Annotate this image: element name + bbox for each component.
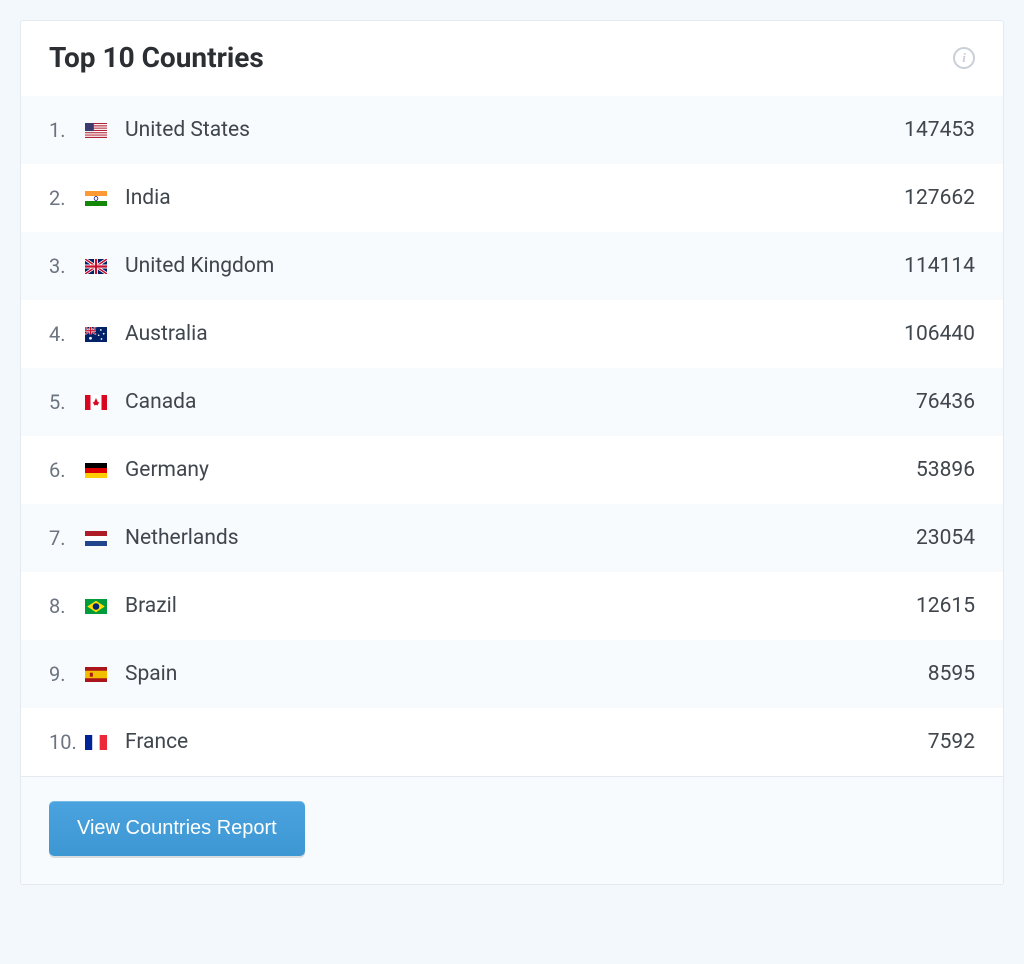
country-value: 127662 (904, 186, 975, 210)
country-value: 147453 (904, 118, 975, 142)
country-value: 7592 (928, 730, 975, 754)
rank-label: 5. (49, 390, 85, 414)
country-row[interactable]: 10. France7592 (21, 708, 1003, 776)
country-row[interactable]: 8. Brazil12615 (21, 572, 1003, 640)
rank-label: 1. (49, 118, 85, 142)
country-row[interactable]: 5. Canada76436 (21, 368, 1003, 436)
country-name: Brazil (125, 594, 916, 618)
rank-label: 9. (49, 662, 85, 686)
country-row[interactable]: 1. United States147453 (21, 96, 1003, 164)
rank-label: 7. (49, 526, 85, 550)
country-name: Netherlands (125, 526, 916, 550)
country-name: Canada (125, 390, 916, 414)
country-value: 12615 (916, 594, 975, 618)
country-value: 76436 (916, 390, 975, 414)
info-icon[interactable]: i (953, 47, 975, 69)
country-row[interactable]: 4. Australia106440 (21, 300, 1003, 368)
card-title: Top 10 Countries (49, 41, 264, 74)
country-name: Germany (125, 458, 916, 482)
rank-label: 3. (49, 254, 85, 278)
country-value: 53896 (916, 458, 975, 482)
country-name: United Kingdom (125, 254, 904, 278)
rank-label: 6. (49, 458, 85, 482)
country-value: 106440 (904, 322, 975, 346)
country-row[interactable]: 2. India127662 (21, 164, 1003, 232)
gb-flag-icon (85, 259, 107, 274)
ca-flag-icon (85, 395, 107, 410)
nl-flag-icon (85, 531, 107, 546)
country-name: United States (125, 118, 904, 142)
country-row[interactable]: 9. Spain8595 (21, 640, 1003, 708)
rank-label: 4. (49, 322, 85, 346)
country-name: France (125, 730, 928, 754)
country-name: Spain (125, 662, 928, 686)
es-flag-icon (85, 667, 107, 682)
country-value: 114114 (904, 254, 975, 278)
country-value: 23054 (916, 526, 975, 550)
fr-flag-icon (85, 735, 107, 750)
card-header: Top 10 Countries i (21, 21, 1003, 96)
country-row[interactable]: 3. United Kingdom114114 (21, 232, 1003, 300)
au-flag-icon (85, 327, 107, 342)
country-row[interactable]: 6. Germany53896 (21, 436, 1003, 504)
rank-label: 10. (49, 730, 85, 754)
country-row[interactable]: 7. Netherlands23054 (21, 504, 1003, 572)
us-flag-icon (85, 123, 107, 138)
rank-label: 2. (49, 186, 85, 210)
countries-list: 1. United States147453 2. India127662 3. Unit… (21, 96, 1003, 776)
top-countries-card: Top 10 Countries i 1. United States147453… (20, 20, 1004, 885)
country-name: Australia (125, 322, 904, 346)
rank-label: 8. (49, 594, 85, 618)
country-value: 8595 (928, 662, 975, 686)
view-countries-report-button[interactable]: View Countries Report (49, 801, 305, 856)
country-name: India (125, 186, 904, 210)
in-flag-icon (85, 191, 107, 206)
br-flag-icon (85, 599, 107, 614)
de-flag-icon (85, 463, 107, 478)
card-footer: View Countries Report (21, 776, 1003, 884)
